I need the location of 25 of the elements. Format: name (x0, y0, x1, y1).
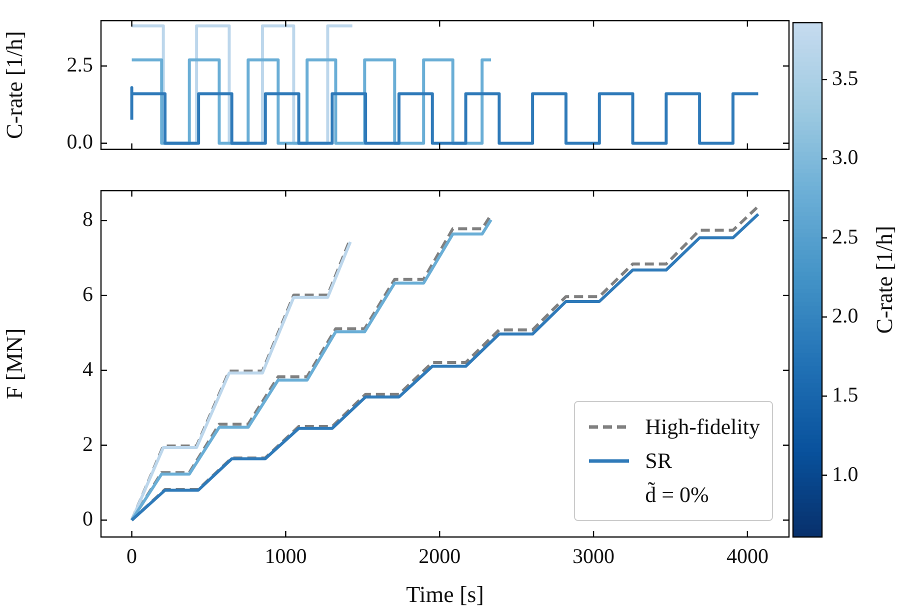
x-tick-label: 4000 (726, 544, 768, 568)
y-tick-label: 0.0 (66, 130, 93, 154)
color-bar-label: 2.0 (832, 304, 858, 328)
y-axis-title: C-rate [1/h] (2, 31, 27, 139)
color-bar-label: 1.5 (832, 382, 858, 407)
y-tick-label: 8 (82, 207, 93, 232)
legend-label: High-fidelity (645, 414, 760, 440)
legend-label: SR (645, 448, 672, 474)
x-tick-label: 2000 (418, 544, 461, 568)
color-bar-label: 3.0 (832, 145, 858, 170)
y-tick-label: 6 (82, 282, 93, 306)
x-tick-label: 1000 (264, 544, 307, 568)
y-tick-label: 2 (82, 432, 93, 456)
x-axis-title: Time [s] (406, 582, 484, 608)
color-bar-label: 2.5 (832, 224, 858, 248)
color-bar-label: 1.0 (832, 462, 858, 486)
color-bar-title: C-rate [1/h] (872, 226, 898, 334)
y-axis-title: F [MN] (2, 328, 27, 400)
color-bar-label: 3.5 (832, 66, 858, 90)
annotation: d̃ = 0% (644, 481, 710, 509)
y-tick-label: 4 (82, 356, 94, 381)
x-tick-label: 0 (126, 544, 138, 568)
x-tick-label: 3000 (572, 544, 615, 568)
y-tick-label: 2.5 (66, 52, 93, 77)
y-tick-label: 0 (82, 506, 93, 531)
